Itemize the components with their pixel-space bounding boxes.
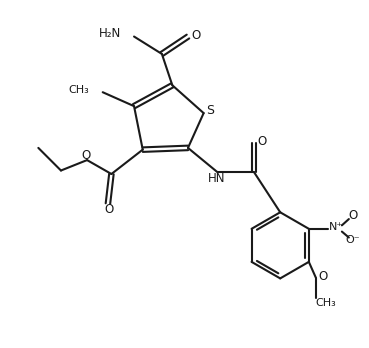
Text: CH₃: CH₃ (69, 86, 90, 95)
Text: HN: HN (208, 172, 225, 185)
Text: N⁺: N⁺ (328, 222, 343, 232)
Text: O⁻: O⁻ (346, 235, 361, 245)
Text: O: O (81, 149, 90, 162)
Text: O: O (191, 29, 200, 42)
Text: S: S (207, 104, 215, 117)
Text: O: O (319, 270, 328, 283)
Text: O: O (257, 135, 266, 148)
Text: H₂N: H₂N (99, 26, 121, 40)
Text: O: O (348, 209, 358, 222)
Text: CH₃: CH₃ (316, 298, 337, 308)
Text: O: O (105, 203, 114, 216)
